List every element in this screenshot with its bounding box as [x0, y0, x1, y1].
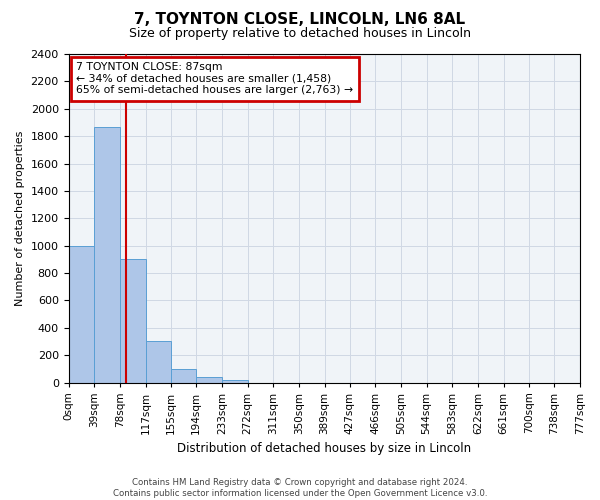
Bar: [146, 342, 170, 382]
Bar: [94, 126, 120, 382]
Bar: [68, 246, 94, 382]
Bar: [120, 260, 146, 382]
Text: Contains HM Land Registry data © Crown copyright and database right 2024.
Contai: Contains HM Land Registry data © Crown c…: [113, 478, 487, 498]
Y-axis label: Number of detached properties: Number of detached properties: [15, 130, 25, 306]
Bar: [222, 380, 248, 382]
Bar: [196, 377, 222, 382]
Text: 7 TOYNTON CLOSE: 87sqm
← 34% of detached houses are smaller (1,458)
65% of semi-: 7 TOYNTON CLOSE: 87sqm ← 34% of detached…: [76, 62, 353, 96]
Text: Size of property relative to detached houses in Lincoln: Size of property relative to detached ho…: [129, 28, 471, 40]
Text: 7, TOYNTON CLOSE, LINCOLN, LN6 8AL: 7, TOYNTON CLOSE, LINCOLN, LN6 8AL: [134, 12, 466, 28]
X-axis label: Distribution of detached houses by size in Lincoln: Distribution of detached houses by size …: [177, 442, 472, 455]
Bar: [170, 369, 196, 382]
